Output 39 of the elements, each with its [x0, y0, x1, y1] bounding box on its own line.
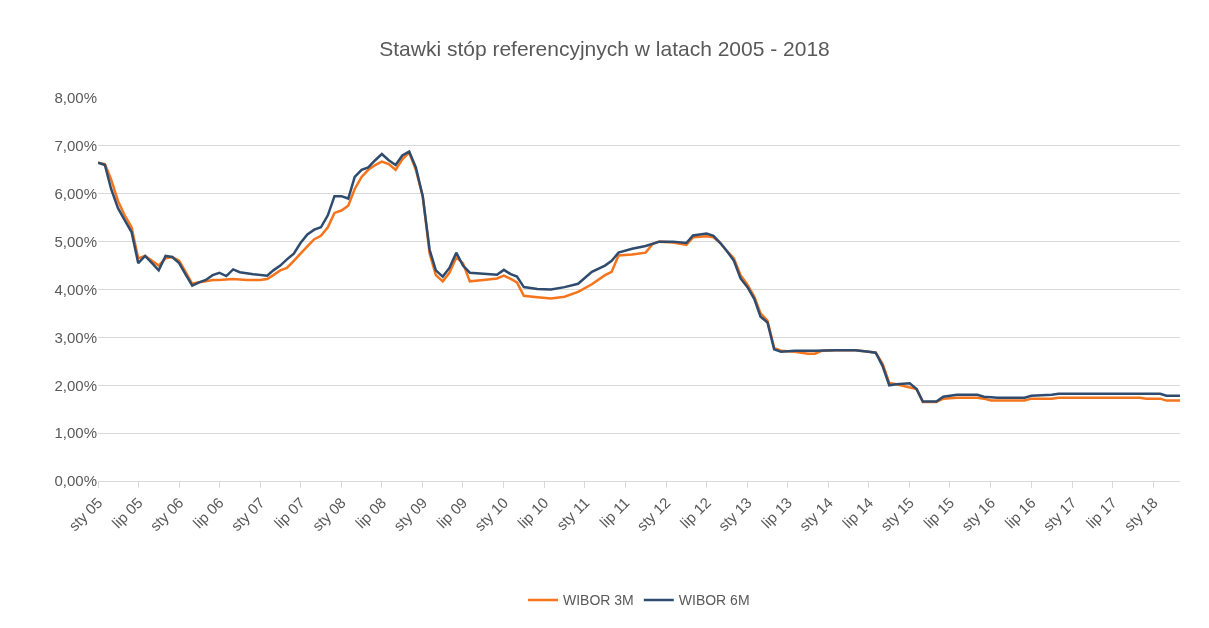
- x-tick-label: sty 18: [1120, 493, 1161, 535]
- y-tick-label: 5,00%: [54, 232, 97, 250]
- x-tick-label: lip 17: [1082, 493, 1120, 532]
- x-tick-label: lip 15: [920, 493, 958, 532]
- x-tick-label: sty 17: [1039, 493, 1080, 535]
- x-tick-label: sty 10: [470, 493, 512, 535]
- legend-label: WIBOR 3M: [563, 592, 634, 609]
- x-tick-label: sty 06: [146, 493, 187, 535]
- x-tick-label: lip 14: [838, 493, 877, 532]
- y-tick-label: 0,00%: [54, 472, 97, 490]
- x-tick-label: sty 05: [65, 493, 106, 535]
- legend-label: WIBOR 6M: [678, 592, 750, 609]
- x-tick-label: lip 11: [596, 493, 633, 531]
- x-tick-label: lip 10: [514, 493, 552, 532]
- x-tick-label: sty 13: [714, 493, 755, 535]
- x-tick-label: lip 13: [757, 493, 796, 532]
- y-tick-label: 6,00%: [54, 185, 97, 202]
- x-tick-label: lip 16: [1001, 493, 1039, 532]
- x-tick-label: lip 09: [433, 493, 471, 532]
- x-tick-label: sty 15: [876, 493, 918, 535]
- x-tick-label: sty 16: [957, 493, 999, 535]
- y-tick-label: 7,00%: [54, 137, 97, 155]
- y-tick-label: 8,00%: [54, 89, 97, 107]
- x-tick-label: sty 12: [633, 493, 674, 535]
- x-tick-label: lip 05: [108, 493, 146, 532]
- y-tick-label: 2,00%: [54, 376, 97, 394]
- x-tick-label: sty 09: [389, 493, 431, 535]
- x-tick-label: sty 11: [552, 493, 593, 534]
- x-tick-label: lip 08: [351, 493, 390, 532]
- y-tick-label: 1,00%: [54, 424, 97, 442]
- chart-title: Stawki stóp referencyjnych w latach 2005 - 2018: [379, 36, 830, 60]
- x-tick-label: sty 07: [227, 493, 268, 535]
- x-tick-label: lip 07: [270, 493, 308, 532]
- x-tick-label: lip 06: [189, 493, 227, 532]
- x-tick-label: sty 08: [308, 493, 349, 535]
- x-tick-label: sty 14: [795, 493, 837, 535]
- y-tick-label: 3,00%: [54, 328, 97, 346]
- x-tick-label: lip 12: [676, 493, 714, 532]
- y-tick-label: 4,00%: [54, 280, 97, 298]
